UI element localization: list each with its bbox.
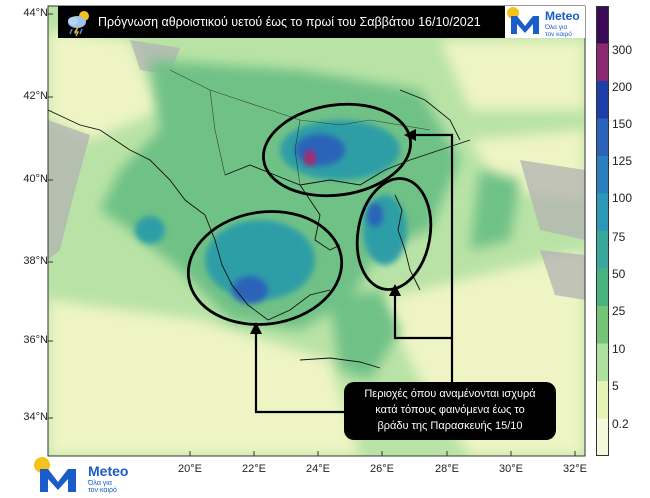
meteo-wordmark-top: Meteo [545, 9, 580, 23]
legend-label-300: 300 [612, 43, 633, 57]
arrowheads [250, 129, 416, 334]
legend-label-150: 150 [612, 117, 633, 131]
callout-line-1: Περιοχές όπου αναμένονται ισχυρά [364, 388, 536, 400]
tagline-bottom-2: τον καιρό [88, 487, 117, 494]
legend-swatch [596, 381, 609, 419]
legend-label-100: 100 [612, 191, 633, 205]
legend-label-10: 10 [612, 342, 626, 356]
callout-connectors [254, 133, 454, 414]
legend-colorbar [596, 6, 609, 456]
lon-label-30: 30°E [499, 463, 523, 475]
legend-swatch [596, 81, 609, 119]
meteo-logo-bottom: Meteo Όλα για τον καιρό [30, 455, 140, 495]
meteo-m-icon-bottom [34, 457, 76, 492]
lat-label-42: 42°N [23, 90, 48, 102]
lon-label-26: 26°E [370, 463, 394, 475]
lat-label-36: 36°N [23, 334, 48, 346]
lat-label-44: 44°N [23, 7, 48, 19]
highlight-ellipses [186, 102, 433, 326]
max-precip-spot [304, 150, 316, 166]
north-greece-ellipse [262, 102, 412, 198]
tagline-top-2: τον καιρό [545, 31, 572, 38]
legend-swatch [596, 193, 609, 232]
title-bar: Πρόγνωση αθροιστικού υετού έως το πρωί τ… [58, 6, 505, 38]
lon-label-32: 32°E [563, 463, 587, 475]
country-borders [169, 69, 431, 186]
meteo-m-icon [507, 7, 539, 34]
lat-label-40: 40°N [23, 173, 48, 185]
legend-label-200: 200 [612, 80, 633, 94]
callout-line-2: κατά τόπους φαινόμενα έως το [375, 404, 525, 416]
lat-label-38: 38°N [23, 255, 48, 267]
legend-swatch [596, 231, 609, 269]
tagline-bottom-1: Όλα για [88, 480, 112, 487]
legend-swatch [596, 306, 609, 344]
coastlines [48, 89, 471, 369]
legend-label-25: 25 [612, 304, 626, 318]
callout-line-3: βράδυ της Παρασκευής 15/10 [377, 420, 523, 432]
west-greece-ellipse [186, 210, 344, 326]
legend-label-75: 75 [612, 230, 626, 244]
lon-label-22: 22°E [242, 463, 266, 475]
legend-swatch [596, 343, 609, 382]
aegean-ellipse [355, 177, 433, 291]
legend-swatch [596, 118, 609, 157]
legend-swatch [596, 43, 609, 82]
lat-label-34: 34°N [23, 411, 48, 423]
legend-label-50: 50 [612, 267, 626, 281]
meteo-logo-top: Meteo Όλα για τον καιρό [505, 6, 585, 38]
map-title: Πρόγνωση αθροιστικού υετού έως το πρωί τ… [98, 15, 481, 29]
legend-swatch [596, 156, 609, 194]
axis-ticks [48, 13, 576, 456]
meteo-wordmark-bottom: Meteo [88, 463, 129, 479]
tagline-top-1: Όλα για [545, 24, 568, 31]
legend-swatch [596, 6, 609, 44]
legend-swatch [596, 268, 609, 307]
lon-label-24: 24°E [306, 463, 330, 475]
lon-label-20: 20°E [178, 463, 202, 475]
legend-label-125: 125 [612, 154, 633, 168]
legend-label-5: 5 [612, 379, 619, 393]
rain-cloud-icon [68, 11, 89, 36]
lon-label-28: 28°E [435, 463, 459, 475]
legend-swatch [596, 418, 609, 456]
callout-box: Περιοχές όπου αναμένονται ισχυρά κατά τό… [344, 382, 556, 440]
legend-label-0-2: 0.2 [612, 417, 629, 431]
